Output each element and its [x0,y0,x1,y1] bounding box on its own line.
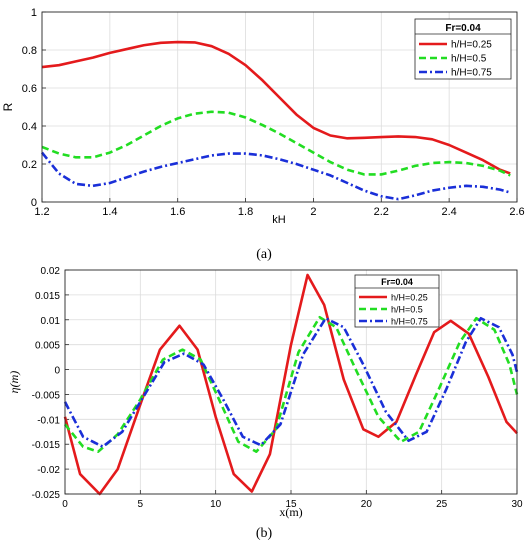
y-tick-label: 0.01 [41,316,61,327]
x-axis-label: kH [272,214,286,226]
x-tick-label: 20 [361,499,373,510]
axes-frame [64,269,518,495]
x-axis-label: x(m) [279,505,302,519]
y-tick-label: 0 [31,197,37,209]
x-tick-label: 2.6 [509,206,524,218]
y-axis-label: R [1,102,15,111]
x-tick-label: 25 [436,499,448,510]
legend-entry-1: h/H=0.25 [391,293,428,303]
y-tick-label: 0.8 [22,45,37,57]
y-tick-label: -0.01 [37,415,60,426]
series-line-2 [41,110,511,177]
panel-label: (b) [256,526,273,541]
y-tick-label: -0.025 [32,490,61,501]
y-tick-label: 1 [31,7,37,19]
y-tick-label: 0.015 [35,291,60,302]
x-tick-label: 1.2 [34,206,49,218]
y-tick-label: 0 [54,366,60,377]
y-tick-label: -0.015 [32,440,61,451]
axes-frame [41,11,518,203]
legend-entry-3: h/H=0.75 [391,317,428,327]
legend-entry-2: h/H=0.5 [451,54,487,65]
y-axis-label: η(m) [7,371,21,394]
x-tick-label: 30 [511,499,523,510]
series-line-1 [41,40,511,175]
y-tick-label: 0.005 [35,341,60,352]
series-line-3 [63,316,519,449]
legend-entry-3: h/H=0.75 [451,68,492,79]
x-tick-label: 1.8 [238,206,253,218]
y-tick-label: -0.005 [32,390,61,401]
panel-label: (a) [256,247,272,262]
legend-title: Fr=0.04 [381,277,413,287]
legend-entry-2: h/H=0.5 [391,305,423,315]
x-tick-label: 15 [285,499,297,510]
x-tick-label: 0 [62,499,68,510]
series-line-3 [40,151,511,201]
x-tick-label: 2.4 [441,206,456,218]
legend-box [414,18,512,80]
y-tick-label: 0.2 [22,159,37,171]
x-tick-label: 1.6 [170,206,185,218]
y-tick-label: -0.02 [37,465,60,476]
y-tick-label: 0.4 [22,121,37,133]
x-tick-label: 2 [310,206,316,218]
y-tick-label: 0.6 [22,83,37,95]
x-tick-label: 2.2 [374,206,389,218]
series-line-2 [63,315,519,453]
legend-box [354,274,440,328]
legend-entry-1: h/H=0.25 [451,40,492,51]
y-tick-label: 0.02 [41,266,61,277]
legend-title: Fr=0.04 [445,23,481,34]
x-tick-label: 5 [138,499,144,510]
x-tick-label: 10 [210,499,222,510]
x-tick-label: 1.4 [102,206,117,218]
